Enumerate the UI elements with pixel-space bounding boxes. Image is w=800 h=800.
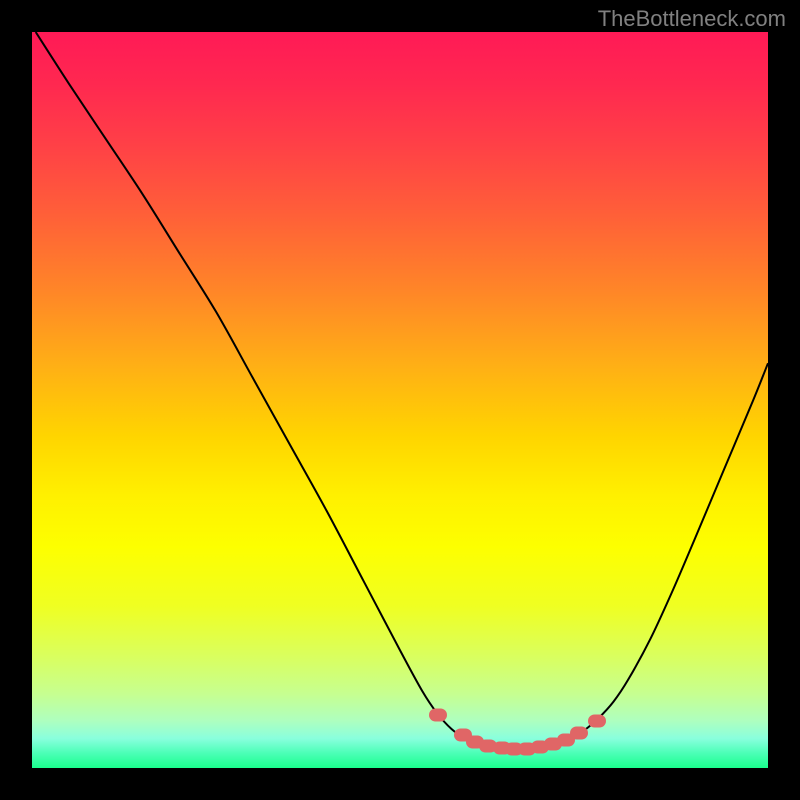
trough-marker	[588, 714, 606, 727]
plot-area	[32, 32, 768, 768]
bottleneck-curve	[32, 32, 768, 768]
trough-marker	[429, 709, 447, 722]
watermark-text: TheBottleneck.com	[598, 6, 786, 32]
trough-marker	[570, 726, 588, 739]
chart-frame: TheBottleneck.com	[0, 0, 800, 800]
